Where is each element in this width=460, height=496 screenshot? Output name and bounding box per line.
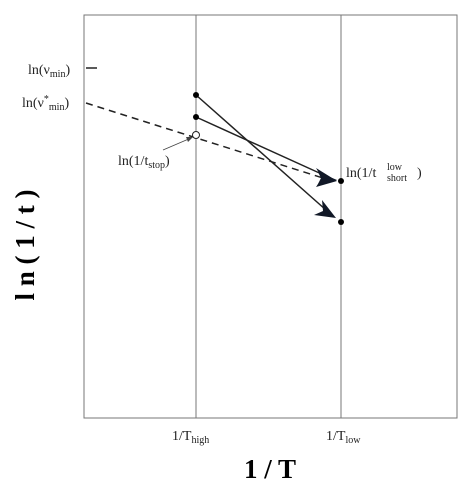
label-sub: high bbox=[191, 435, 209, 446]
frame bbox=[83, 14, 458, 419]
label-sub: min bbox=[50, 69, 66, 80]
y-title: l n ( 1 / t ) bbox=[10, 190, 40, 301]
arrowhead bbox=[317, 172, 337, 186]
arrowhead bbox=[314, 200, 336, 218]
annotation-sup: low bbox=[387, 162, 403, 173]
annotation-close: ) bbox=[417, 166, 422, 181]
label-close: ) bbox=[65, 63, 70, 78]
annotation: ln(1/t bbox=[346, 166, 376, 181]
label-sub: low bbox=[345, 435, 361, 446]
label-text: ln(ν bbox=[22, 96, 44, 111]
point bbox=[193, 92, 199, 98]
stop-point bbox=[192, 131, 200, 139]
x-title: 1 / T bbox=[244, 454, 296, 484]
label-close: ) bbox=[64, 96, 69, 111]
label-text: 1/T bbox=[172, 429, 192, 444]
y-label: ln(νmin) bbox=[28, 63, 70, 80]
label-sup: * bbox=[44, 94, 49, 105]
annotation: ln(1/tstop) bbox=[118, 154, 170, 171]
point bbox=[338, 219, 344, 225]
x-label: 1/Tlow bbox=[326, 429, 361, 446]
x-label: 1/Thigh bbox=[172, 429, 209, 446]
pointer bbox=[162, 137, 192, 151]
line-upper bbox=[195, 94, 327, 211]
dashed-line bbox=[85, 102, 327, 180]
label-text: ln(1/t bbox=[118, 154, 148, 169]
y-label: ln(ν*min) bbox=[22, 94, 69, 113]
line-lower bbox=[195, 116, 327, 177]
label-close: ) bbox=[165, 154, 170, 169]
point bbox=[338, 178, 344, 184]
point bbox=[193, 114, 199, 120]
pointer-head bbox=[186, 137, 193, 142]
label-sub: stop bbox=[148, 160, 165, 171]
label-sub: min bbox=[49, 102, 65, 113]
label-text: ln(ν bbox=[28, 63, 50, 78]
annotation-sub: short bbox=[387, 173, 407, 184]
label-text: 1/T bbox=[326, 429, 346, 444]
